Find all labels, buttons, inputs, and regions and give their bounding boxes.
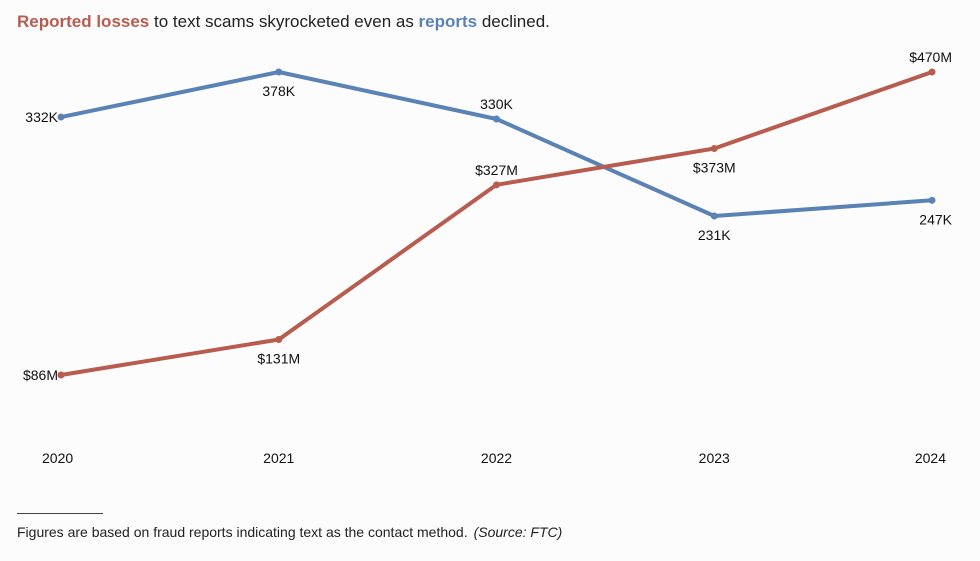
losses-point-2021: [275, 335, 283, 343]
reports-point-2020: [57, 113, 65, 121]
x-tick-label-2024: 2024: [915, 450, 946, 466]
reports-point-2021: [275, 68, 283, 76]
reports-data-label-2021: 378K: [262, 83, 295, 99]
losses-point-2024: [928, 68, 936, 76]
losses-data-label-2022: $327M: [475, 162, 518, 178]
title-reports-highlight: reports: [418, 12, 478, 31]
reports-data-label-2024: 247K: [919, 211, 952, 227]
x-tick-label-2023: 2023: [699, 450, 730, 466]
losses-point-2022: [493, 181, 500, 189]
reports-line: [59, 70, 934, 218]
title-text-end: declined.: [477, 12, 550, 31]
x-tick-label-2021: 2021: [263, 450, 294, 466]
losses-data-label-2020: $86M: [23, 367, 58, 383]
line-chart: 2020 2021 2022 2023 2024 $86M $131M $327M $373M $…: [23, 49, 953, 466]
x-tick-label-2022: 2022: [481, 450, 512, 466]
footnote: Figures are based on fraud reports indic…: [17, 524, 562, 540]
title-text-middle: to text scams skyrocketed even as: [149, 12, 419, 31]
title-losses-highlight: Reported losses: [17, 12, 150, 31]
footnote-text: Figures are based on fraud reports indic…: [17, 524, 468, 540]
reports-data-label-2020: 332K: [25, 109, 58, 125]
losses-point-2020: [57, 371, 65, 379]
losses-data-label-2024: $470M: [909, 49, 952, 65]
footnote-source: (Source: FTC): [473, 524, 563, 540]
losses-data-label-2023: $373M: [693, 160, 736, 176]
reports-point-2023: [710, 212, 718, 220]
footnote-divider: [17, 513, 103, 514]
reports-point-2022: [493, 115, 500, 123]
losses-point-2023: [710, 145, 718, 153]
x-tick-label-2020: 2020: [42, 450, 73, 466]
reports-point-2024: [928, 196, 936, 204]
reports-data-label-2023: 231K: [698, 227, 731, 243]
reports-data-label-2022: 330K: [480, 96, 513, 112]
chart-title: Reported losses to text scams skyrockete…: [17, 12, 550, 32]
losses-data-label-2021: $131M: [257, 350, 300, 366]
